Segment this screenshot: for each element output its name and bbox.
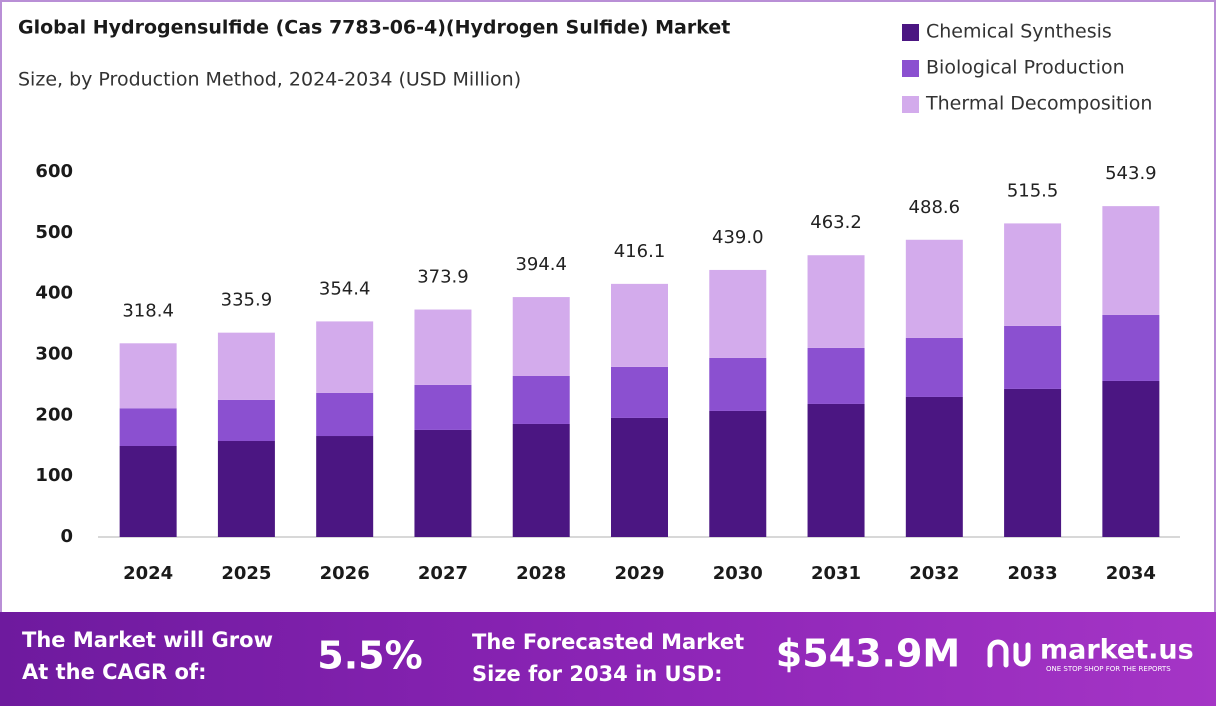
bar-segment [807,347,865,404]
legend-label: Thermal Decomposition [925,93,1152,115]
bar-segment [905,396,963,537]
x-tick-label: 2024 [123,563,173,584]
forecast-label: The Forecasted Market [472,630,744,654]
bar-segment [709,357,767,411]
bar-segment [512,297,570,376]
bar-segment [807,255,865,348]
logo-icon [1013,642,1031,667]
y-tick-label: 400 [35,283,73,304]
legend-label: Chemical Synthesis [926,21,1112,43]
brand-tagline: ONE STOP SHOP FOR THE REPORTS [1046,665,1171,673]
bar-segment [217,399,275,442]
x-tick-label: 2032 [909,563,959,584]
bar-segment [1004,325,1062,389]
bar-segment [1004,388,1062,537]
cagr-value: 5.5% [317,634,422,678]
legend-label: Biological Production [926,57,1125,79]
total-label: 416.1 [614,241,666,262]
x-tick-label: 2026 [320,563,370,584]
y-tick-label: 300 [35,344,73,365]
footer-band [0,612,1216,706]
bar-segment [316,321,374,393]
legend-swatch [902,24,919,41]
bar-segment [217,332,275,400]
bar-segment [512,423,570,537]
total-label: 463.2 [810,212,862,233]
x-tick-label: 2025 [221,563,271,584]
bar-segment [611,283,668,367]
total-label: 318.4 [122,300,174,321]
bar-segment [119,408,177,446]
bar-segment [905,239,963,338]
brand-logo [987,639,1031,668]
bar-segment [119,445,177,537]
bar-segment [217,441,275,537]
y-tick-label: 600 [35,161,73,182]
total-label: 335.9 [221,290,273,311]
bar-segment [1004,223,1062,326]
total-label: 488.6 [909,197,961,218]
logo-icon [987,639,1009,668]
x-tick-label: 2029 [614,563,664,584]
total-label: 373.9 [417,267,469,288]
bar-segment [1102,314,1160,381]
forecast-value: $543.9M [776,632,960,676]
x-tick-label: 2028 [516,563,566,584]
bar-segment [709,269,767,358]
bar-segment [414,309,472,385]
legend-swatch [902,96,919,113]
bar-segment [611,366,668,418]
y-tick-label: 100 [35,465,73,486]
chart-subtitle: Size, by Production Method, 2024-2034 (U… [18,69,521,91]
legend-swatch [902,60,919,77]
bar-segment [414,384,472,430]
bar-segment [611,417,668,537]
x-tick-label: 2031 [811,563,861,584]
y-tick-label: 200 [35,404,73,425]
forecast-label: Size for 2034 in USD: [472,662,723,686]
bar-segment [905,337,963,397]
bar-segment [807,403,865,537]
cagr-label: At the CAGR of: [22,660,207,684]
y-tick-label: 500 [35,222,73,243]
x-tick-label: 2033 [1008,563,1058,584]
bar-segment [414,429,472,537]
total-label: 515.5 [1007,180,1059,201]
bar-segment [316,392,374,437]
total-label: 394.4 [515,254,567,275]
bar-segment [1102,380,1160,537]
bar-segment [512,375,570,424]
total-label: 354.4 [319,278,371,299]
x-tick-label: 2034 [1106,563,1156,584]
bar-segment [316,436,374,537]
y-tick-label: 0 [60,526,73,547]
bar-segment [1102,206,1160,315]
total-label: 543.9 [1105,163,1157,184]
x-tick-label: 2027 [418,563,468,584]
cagr-label: The Market will Grow [22,628,273,652]
bar-segment [709,410,767,537]
total-label: 439.0 [712,227,764,248]
x-tick-label: 2030 [713,563,763,584]
bar-segment [119,343,177,409]
chart-title: Global Hydrogensulfide (Cas 7783-06-4)(H… [18,17,730,39]
brand-name: market.us [1040,635,1194,666]
